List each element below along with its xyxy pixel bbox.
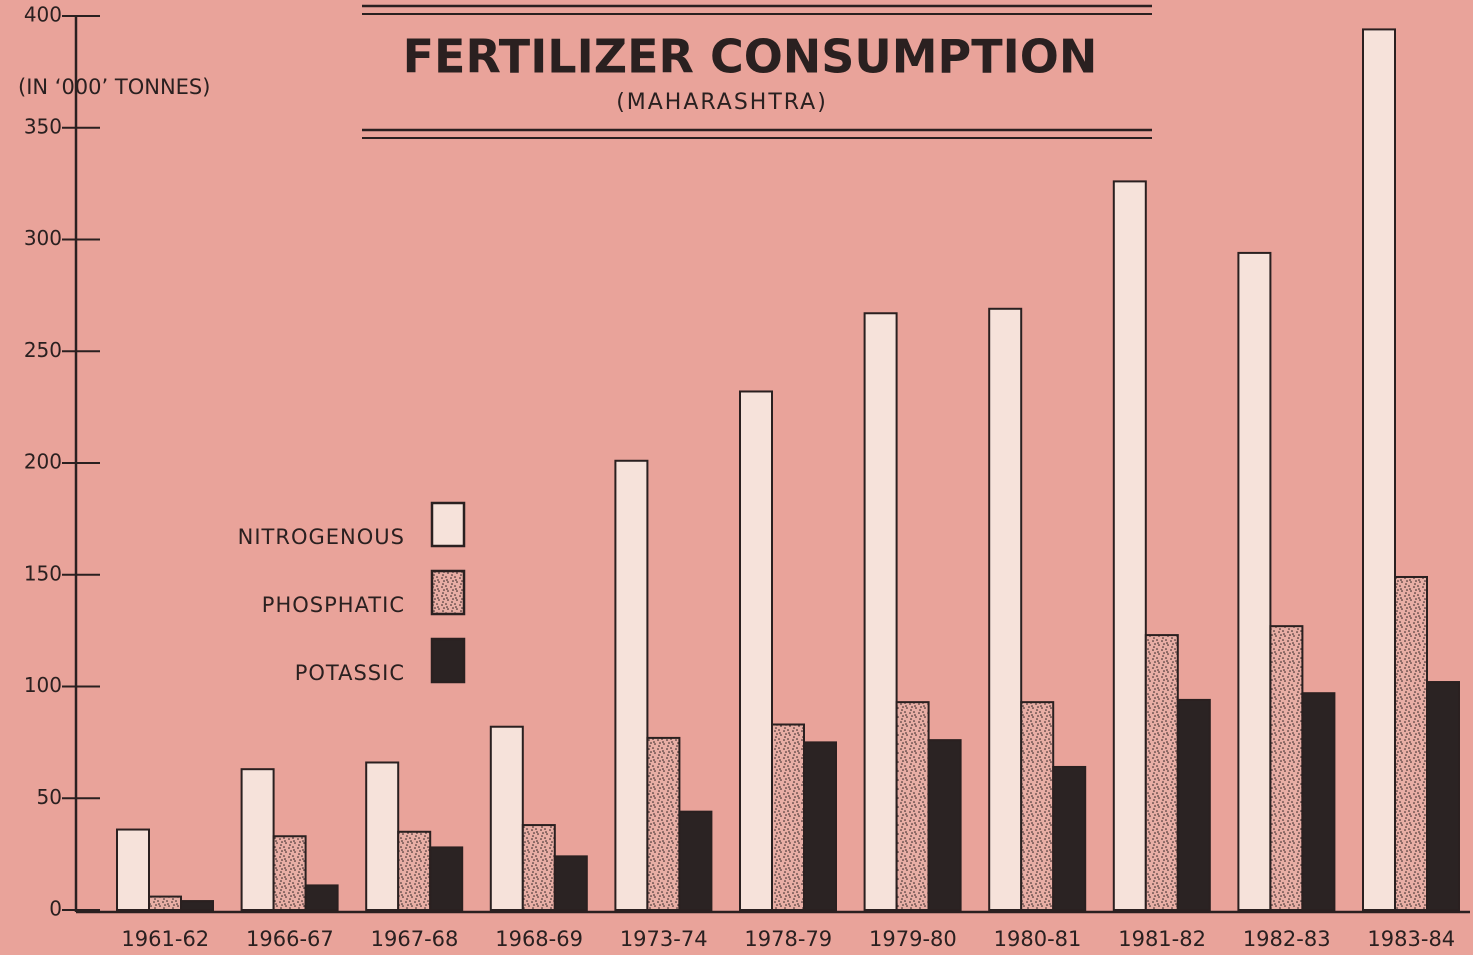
bar bbox=[1394, 575, 1428, 911]
x-tick-label: 1968-69 bbox=[495, 927, 583, 951]
legend-label: NITROGENOUS bbox=[238, 525, 405, 549]
bar bbox=[1176, 698, 1211, 911]
bar bbox=[803, 741, 837, 911]
x-tick-label: 1980-81 bbox=[994, 927, 1082, 951]
y-tick-label: 300 bbox=[24, 226, 62, 250]
y-tick-label: 200 bbox=[24, 450, 62, 474]
bar bbox=[272, 835, 307, 911]
bar bbox=[1269, 625, 1304, 912]
bar bbox=[489, 725, 524, 911]
y-tick-label: 150 bbox=[24, 561, 62, 585]
bar bbox=[180, 900, 214, 911]
bar bbox=[863, 312, 898, 911]
x-tick-label: 1961-62 bbox=[121, 927, 209, 951]
bar bbox=[521, 824, 556, 912]
y-tick-label: 400 bbox=[24, 3, 62, 27]
bar bbox=[1237, 251, 1272, 912]
bar bbox=[116, 828, 150, 911]
bar bbox=[553, 855, 588, 911]
bar bbox=[646, 736, 681, 912]
bar bbox=[1052, 765, 1087, 912]
x-tick-label: 1978-79 bbox=[744, 927, 832, 951]
bar bbox=[240, 768, 275, 911]
bar bbox=[1301, 692, 1336, 912]
x-tick-label: 1967-68 bbox=[371, 927, 459, 951]
x-tick-label: 1979-80 bbox=[869, 927, 957, 951]
bar bbox=[1020, 701, 1055, 912]
bar bbox=[429, 846, 464, 911]
bar bbox=[397, 830, 432, 912]
bar bbox=[678, 810, 713, 911]
x-tick-label: 1966-67 bbox=[246, 927, 334, 951]
x-tick-label: 1981-82 bbox=[1118, 927, 1206, 951]
legend-swatch bbox=[430, 569, 466, 616]
x-tick-label: 1983-84 bbox=[1367, 927, 1455, 951]
y-tick-label: 100 bbox=[24, 673, 62, 697]
x-tick-label: 1973-74 bbox=[620, 927, 708, 951]
bar bbox=[988, 307, 1023, 912]
y-axis-label: (IN ‘000’ TONNES) bbox=[18, 75, 210, 99]
bar bbox=[614, 459, 649, 911]
bar bbox=[771, 723, 805, 911]
chart-title: FERTILIZER CONSUMPTION bbox=[403, 30, 1098, 84]
y-tick-label: 250 bbox=[24, 338, 62, 362]
chart-subtitle: (MAHARASHTRA) bbox=[616, 90, 828, 115]
bar bbox=[304, 884, 339, 911]
legend-swatch bbox=[430, 637, 466, 684]
legend-label: POTASSIC bbox=[295, 661, 405, 685]
y-tick-label: 50 bbox=[37, 785, 62, 809]
bar bbox=[1426, 681, 1460, 912]
bar bbox=[1144, 634, 1179, 911]
legend-swatch bbox=[430, 501, 466, 548]
y-tick-label: 0 bbox=[49, 897, 62, 921]
bar bbox=[739, 390, 773, 912]
y-tick-label: 350 bbox=[24, 114, 62, 138]
bar bbox=[927, 739, 962, 912]
bar bbox=[365, 761, 400, 911]
bar bbox=[1362, 28, 1396, 912]
bar bbox=[148, 895, 182, 912]
legend-label: PHOSPHATIC bbox=[262, 593, 405, 617]
x-tick-label: 1982-83 bbox=[1243, 927, 1331, 951]
bar bbox=[895, 701, 930, 912]
bar bbox=[1112, 180, 1147, 911]
